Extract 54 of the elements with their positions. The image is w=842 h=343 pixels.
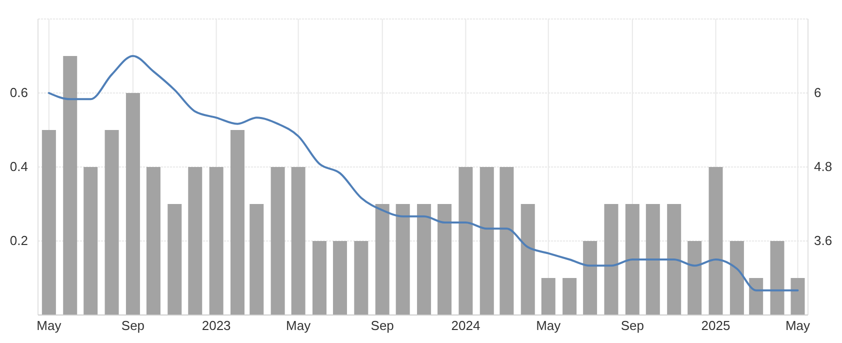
bar bbox=[42, 130, 56, 315]
bar bbox=[730, 241, 744, 315]
bar bbox=[396, 204, 410, 315]
line-series bbox=[48, 55, 799, 292]
bar bbox=[354, 241, 368, 315]
bar bbox=[480, 167, 494, 315]
y2-tick-label: 4.8 bbox=[814, 159, 832, 174]
bar bbox=[291, 167, 306, 315]
y2-tick-label: 6 bbox=[814, 85, 822, 100]
x-tick-label: May bbox=[286, 318, 312, 334]
bar bbox=[375, 204, 390, 315]
bar bbox=[230, 130, 245, 315]
y-tick-label: 0.4 bbox=[10, 159, 28, 174]
x-tick-label: May bbox=[36, 318, 62, 334]
bar bbox=[250, 204, 264, 315]
x-tick-label: May bbox=[536, 318, 562, 334]
bar bbox=[63, 56, 78, 315]
bar bbox=[332, 241, 347, 315]
y-tick-label: 0.2 bbox=[10, 233, 28, 248]
y-tick-label: 0.6 bbox=[10, 85, 28, 100]
bar bbox=[188, 167, 202, 315]
bar bbox=[646, 204, 660, 315]
x-tick-label: 2025 bbox=[701, 318, 730, 334]
bar bbox=[790, 278, 805, 315]
bar bbox=[458, 167, 473, 315]
y2-tick-label: 3.6 bbox=[814, 233, 832, 248]
bar bbox=[583, 241, 598, 315]
x-tick-label: 2023 bbox=[202, 318, 231, 334]
bar bbox=[417, 204, 432, 315]
bar bbox=[270, 167, 285, 315]
bar bbox=[688, 241, 702, 315]
bar bbox=[749, 278, 764, 315]
bar bbox=[104, 130, 119, 315]
x-tick-label: 2024 bbox=[451, 318, 480, 334]
bar bbox=[708, 167, 723, 315]
x-tick-label: Sep bbox=[370, 318, 394, 334]
bar bbox=[770, 241, 784, 315]
bar bbox=[667, 204, 682, 315]
x-tick-label: Sep bbox=[121, 318, 145, 334]
bar bbox=[625, 204, 640, 315]
bar bbox=[500, 167, 514, 315]
bar bbox=[209, 167, 224, 315]
bar bbox=[126, 93, 140, 315]
bar bbox=[520, 204, 535, 315]
x-tick-label: Sep bbox=[620, 318, 644, 334]
bar bbox=[146, 167, 160, 315]
bar bbox=[562, 278, 577, 315]
bar bbox=[312, 241, 326, 315]
bar bbox=[84, 167, 98, 315]
bar bbox=[541, 278, 556, 315]
bar bbox=[168, 204, 182, 315]
x-tick-label: May bbox=[785, 318, 811, 334]
bar bbox=[438, 204, 452, 315]
bar bbox=[604, 204, 618, 315]
